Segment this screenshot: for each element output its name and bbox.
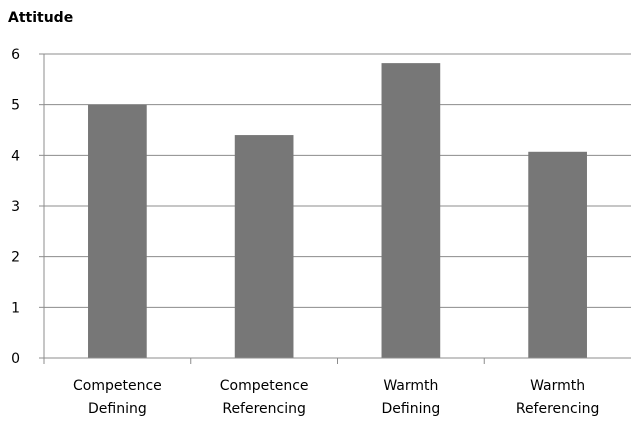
y-tick-label-2: 2 xyxy=(11,250,20,266)
y-tick-label-6: 6 xyxy=(11,47,20,63)
bars xyxy=(88,63,587,359)
y-axis-ticks: 0 1 2 3 4 5 6 xyxy=(11,47,45,367)
y-tick-label-3: 3 xyxy=(11,199,20,215)
y-tick-label-0: 0 xyxy=(11,351,20,367)
category-label-line: Referencing xyxy=(516,401,600,417)
y-tick-label-1: 1 xyxy=(11,300,20,316)
bar-1 xyxy=(88,104,147,359)
category-label-line: Competence xyxy=(220,378,309,394)
y-tick-label-4: 4 xyxy=(11,148,20,164)
category-label-line: Competence xyxy=(73,378,162,394)
bar-2 xyxy=(234,135,294,358)
category-label-line: Referencing xyxy=(222,401,306,417)
bar-4 xyxy=(528,151,587,358)
y-tick-label-5: 5 xyxy=(11,98,20,114)
bar-3 xyxy=(381,63,441,359)
category-label-line: Defining xyxy=(88,401,147,417)
category-label-1: Competence Defining xyxy=(73,378,162,417)
category-label-4: Warmth Referencing xyxy=(516,378,600,417)
y-axis-title: Attitude xyxy=(8,10,73,26)
category-label-line: Defining xyxy=(382,401,441,417)
category-label-2: Competence Referencing xyxy=(220,378,309,417)
category-label-3: Warmth Defining xyxy=(382,378,441,417)
category-label-line: Warmth xyxy=(383,378,438,394)
x-axis-ticks xyxy=(43,358,485,364)
category-label-line: Warmth xyxy=(530,378,585,394)
